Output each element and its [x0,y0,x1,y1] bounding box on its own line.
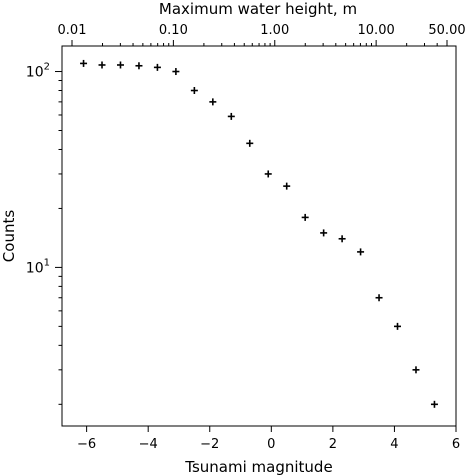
top-tick-label: 10.00 [358,23,395,38]
y-tick-label: 101 [26,257,50,276]
data-point [283,182,291,190]
x-tick-label: 6 [452,437,460,452]
top-tick-label: 0.10 [159,23,188,38]
x-axis-label: Tsunami magnitude [184,458,332,476]
data-point [375,294,383,302]
data-point [264,170,272,178]
plot-frame [61,45,457,427]
data-point [209,98,217,106]
data-point [153,63,161,71]
data-point [227,112,235,120]
x-tick-label: 0 [267,437,275,452]
data-point [357,248,365,256]
data-point [394,322,402,330]
x-tick-label: −6 [77,437,96,452]
top-tick-label: 0.01 [58,23,87,38]
top-tick-label: 50.00 [428,23,465,38]
data-point [301,213,309,221]
data-point [338,235,346,243]
ticks-layer: −6 −4 −2 0 2 4 6 0.01 0.10 1.00 10.00 50.00 101 102 [26,23,466,452]
top-axis-label: Maximum water height, m [159,0,357,18]
x-tick-label: −4 [139,437,158,452]
data-point [172,68,180,76]
data-point [116,61,124,69]
data-point [98,61,106,69]
y-tick-label: 102 [26,62,50,81]
y-axis-label: Counts [0,210,18,263]
data-point [190,87,198,95]
x-tick-label: 4 [390,437,398,452]
top-tick-label: 1.00 [260,23,289,38]
data-point [320,229,328,237]
x-tick-label: 2 [329,437,337,452]
x-tick-label: −2 [200,437,219,452]
data-point [412,366,420,374]
marks-layer [80,59,438,408]
data-point [135,62,143,70]
data-point [80,59,88,67]
data-point [246,139,254,147]
data-point [430,400,438,408]
